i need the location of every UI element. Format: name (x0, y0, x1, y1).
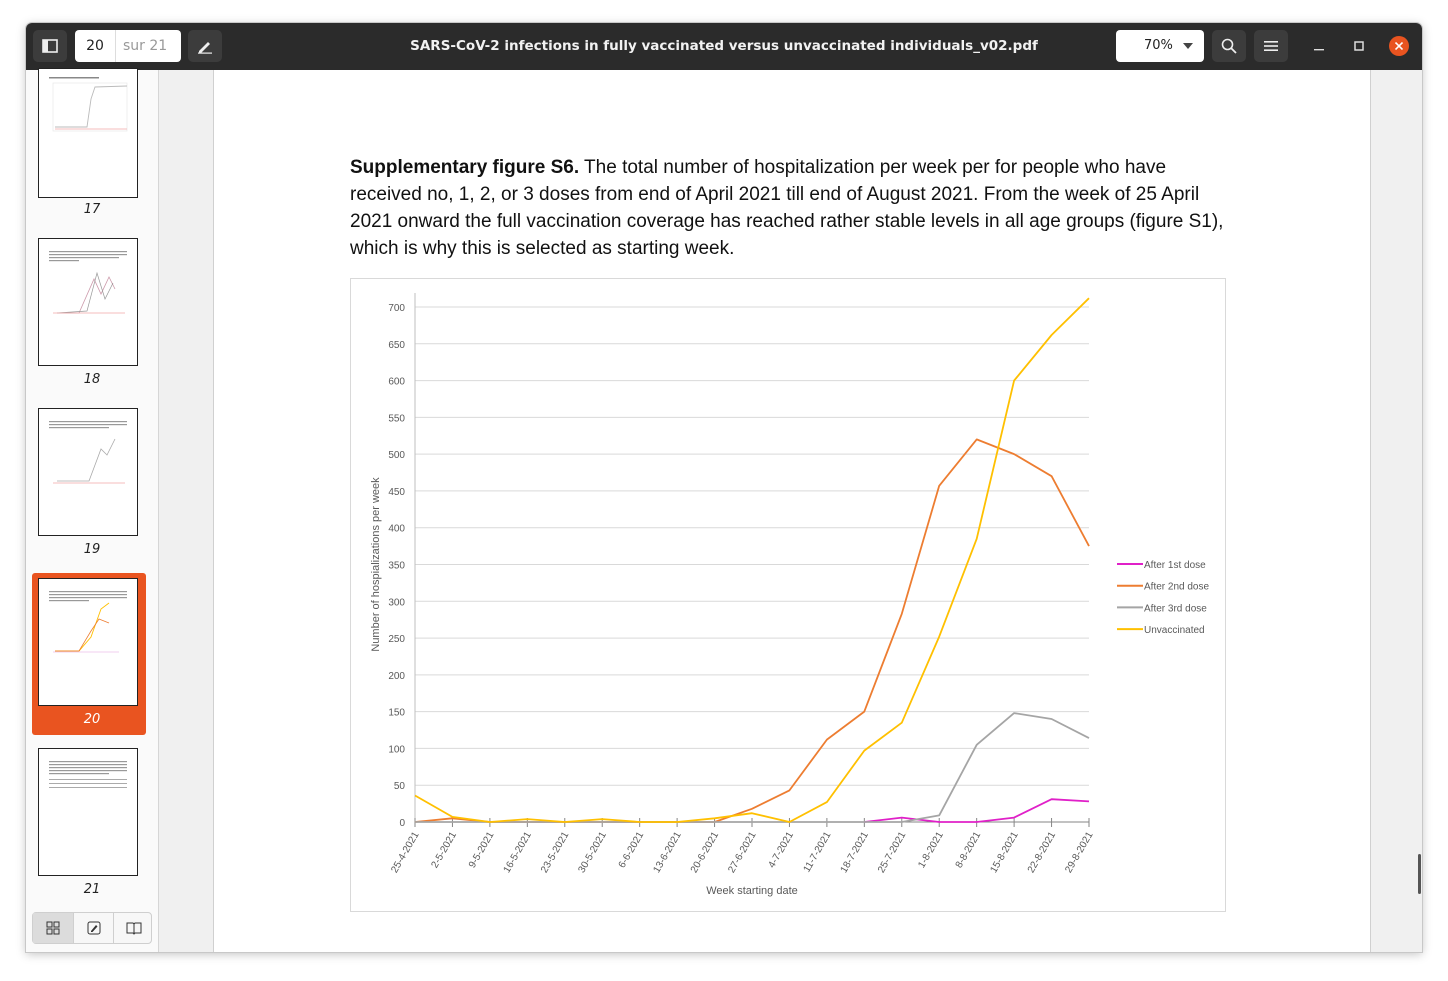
y-tick-label: 300 (388, 597, 405, 608)
chevron-down-icon (1183, 43, 1193, 49)
hospitalizations-chart: 0 50 100 150 200 250 300 350 400 450 500 550 600 650 7… (370, 293, 1209, 897)
hamburger-icon (1264, 41, 1278, 51)
y-tick-label: 650 (388, 340, 405, 351)
pdf-viewer-window: 20 sur 21 SARS-CoV-2 infections in fully… (26, 23, 1422, 952)
thumbnail-label: 20 (83, 712, 101, 727)
sidebar-toggle-button[interactable] (33, 30, 67, 62)
chart-frame: 0 50 100 150 200 250 300 350 400 450 500 550 600 650 7… (350, 278, 1226, 912)
annotate-button[interactable] (188, 30, 222, 62)
zoom-select[interactable]: 70% (1116, 30, 1204, 62)
legend-label: After 3rd dose (1144, 603, 1207, 614)
sidebar-view-switcher (32, 912, 152, 944)
close-button[interactable] (1389, 36, 1409, 56)
x-tick-label: 22-8-2021 (1026, 830, 1059, 875)
y-tick-label: 450 (388, 487, 405, 498)
y-tick-label: 50 (394, 781, 406, 792)
page-thumbnail-21[interactable] (38, 748, 138, 876)
x-tick-label: 6-6-2021 (617, 830, 647, 871)
series-line (414, 438, 1090, 823)
thumbnail-preview (49, 77, 128, 132)
y-tick-label: 700 (388, 303, 405, 314)
y-tick-label: 600 (388, 377, 405, 388)
legend-label: Unvaccinated (1144, 625, 1205, 636)
caption-title: Supplementary figure S6. (350, 157, 580, 178)
pencil-icon (198, 42, 212, 54)
x-tick-label: 27-6-2021 (726, 830, 759, 875)
close-icon (1395, 42, 1403, 50)
menu-button[interactable] (1254, 30, 1288, 62)
y-tick-label: 200 (388, 671, 405, 682)
y-tick-label: 550 (388, 413, 405, 424)
thumbnail-sidebar: 17 18 19 (26, 68, 159, 952)
x-tick-label: 25-4-2021 (389, 830, 422, 875)
y-tick-label: 500 (388, 450, 405, 461)
y-tick-label: 150 (388, 708, 405, 719)
page-number-field[interactable]: 20 sur 21 (75, 30, 181, 62)
maximize-icon (1354, 41, 1364, 51)
thumbnail-label: 18 (83, 372, 101, 387)
thumbnail-label: 19 (83, 542, 101, 557)
x-tick-label: 4-7-2021 (767, 830, 797, 871)
x-tick-label: 20-6-2021 (689, 830, 722, 875)
page-thumbnail-17[interactable] (38, 68, 138, 198)
x-tick-label: 16-5-2021 (502, 830, 535, 875)
x-tick-label: 2-5-2021 (430, 830, 460, 871)
grid-icon (46, 921, 60, 935)
y-axis-title: Number of hospializations per week (370, 477, 382, 652)
minimize-button[interactable] (1308, 35, 1330, 57)
x-tick-label: 30-5-2021 (576, 830, 609, 875)
x-tick-label: 1-8-2021 (916, 830, 946, 871)
x-tick-label: 15-8-2021 (988, 830, 1021, 875)
y-tick-label: 250 (388, 634, 405, 645)
page-thumbnail-18[interactable] (38, 238, 138, 366)
thumbnail-preview (49, 251, 127, 314)
thumbnail-preview (49, 591, 127, 653)
x-tick-label: 18-7-2021 (839, 830, 872, 875)
maximize-button[interactable] (1348, 35, 1370, 57)
header-bar: 20 sur 21 SARS-CoV-2 infections in fully… (26, 23, 1422, 70)
minimize-icon (1314, 49, 1324, 51)
bookmarks-tab[interactable] (113, 913, 154, 943)
thumbnail-label: 17 (83, 202, 101, 217)
x-tick-label: 13-6-2021 (651, 830, 684, 875)
y-tick-label: 0 (399, 818, 405, 829)
document-title: SARS-CoV-2 infections in fully vaccinate… (410, 38, 1038, 54)
document-view[interactable]: Supplementary figure S6. The total numbe… (159, 70, 1422, 952)
x-tick-label: 11-7-2021 (802, 830, 834, 875)
x-tick-label: 29-8-2021 (1063, 830, 1096, 875)
series-line (415, 712, 1090, 823)
current-page-input[interactable]: 20 (75, 30, 116, 62)
figure-caption: Supplementary figure S6. The total numbe… (350, 154, 1230, 262)
search-icon (1221, 38, 1237, 54)
x-tick-label: 9-5-2021 (467, 830, 497, 871)
thumbnail-preview (49, 761, 127, 788)
x-tick-label: 25-7-2021 (876, 830, 909, 875)
y-tick-label: 100 (388, 744, 405, 755)
pdf-page: Supplementary figure S6. The total numbe… (213, 70, 1371, 952)
thumbnails-tab[interactable] (33, 913, 73, 943)
y-tick-label: 400 (388, 524, 405, 535)
thumbnail-preview (49, 421, 127, 484)
search-button[interactable] (1212, 30, 1246, 62)
caption-text: The total number of hospitalization per … (350, 157, 1224, 259)
legend-label: After 1st dose (1144, 560, 1206, 571)
vertical-scrollbar[interactable] (1418, 854, 1421, 894)
sidebar-icon (42, 39, 58, 53)
page-thumbnail-19[interactable] (38, 408, 138, 536)
thumbnail-label: 21 (83, 882, 101, 897)
total-pages-label: sur 21 (123, 38, 168, 54)
book-icon (126, 922, 142, 935)
series-line (864, 798, 1090, 823)
x-axis-title: Week starting date (706, 885, 798, 897)
series-line (414, 297, 1090, 823)
annotations-tab[interactable] (73, 913, 114, 943)
page-thumbnail-20[interactable] (38, 578, 138, 706)
legend-label: After 2nd dose (1144, 582, 1209, 593)
x-tick-label: 23-5-2021 (539, 830, 572, 875)
zoom-value: 70% (1144, 38, 1173, 53)
x-tick-label: 8-8-2021 (954, 830, 984, 871)
y-tick-label: 350 (388, 561, 405, 572)
edit-icon (87, 921, 101, 935)
